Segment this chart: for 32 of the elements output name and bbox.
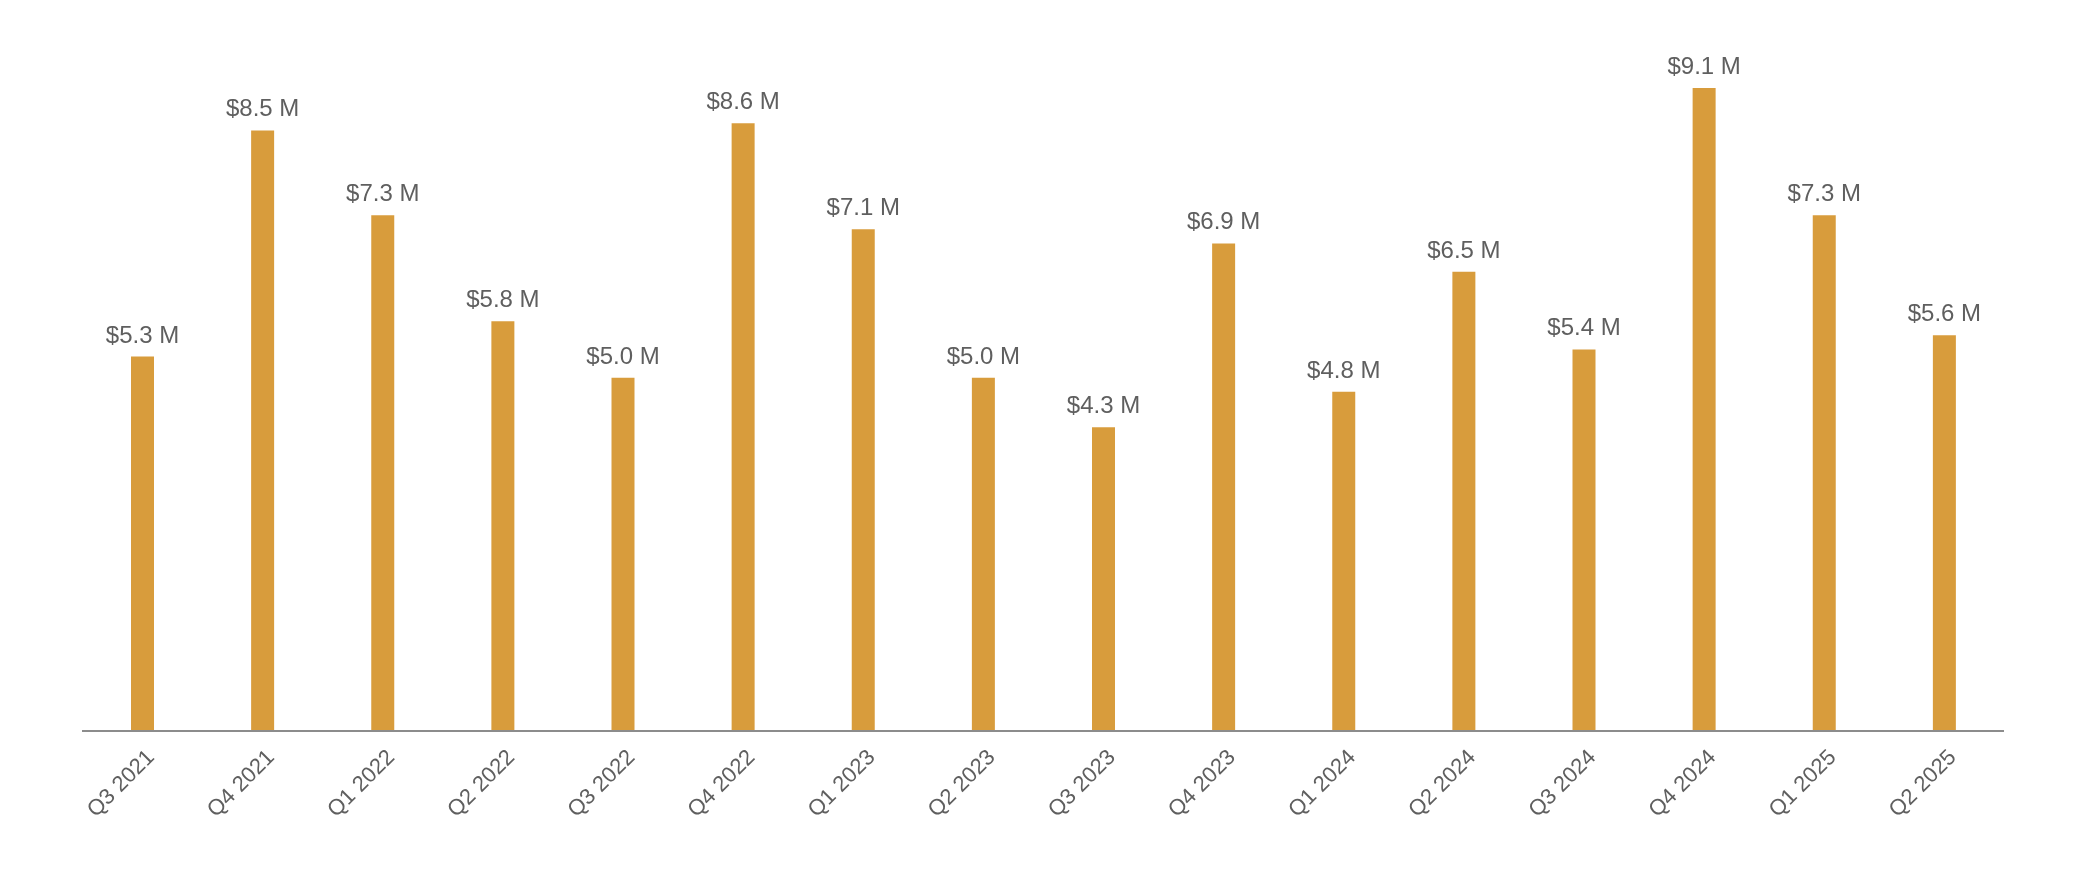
- data-label: $5.4 M: [1547, 313, 1621, 341]
- bar: [1452, 271, 1476, 731]
- data-label: $5.8 M: [466, 285, 540, 313]
- bar: [131, 356, 154, 731]
- bar: [491, 321, 515, 731]
- bar: [971, 377, 995, 731]
- data-label: $6.9 M: [1186, 207, 1261, 235]
- data-label: $8.5 M: [225, 94, 300, 122]
- data-label: $5.0 M: [946, 341, 1021, 369]
- bar: [611, 377, 635, 731]
- data-label: $7.3 M: [1787, 179, 1861, 207]
- bar: [1932, 335, 1956, 731]
- bar: [1572, 349, 1596, 731]
- bar: [1332, 391, 1356, 731]
- bar: [1212, 243, 1236, 731]
- bar: [371, 215, 395, 731]
- bar: [1692, 88, 1716, 731]
- bar: [1092, 427, 1115, 731]
- bar: [251, 130, 275, 731]
- data-label: $7.1 M: [826, 193, 900, 221]
- data-label: $5.3 M: [105, 320, 180, 348]
- bar: [1812, 215, 1836, 731]
- data-label: $7.3 M: [346, 179, 420, 207]
- data-label: $8.6 M: [706, 87, 780, 115]
- bar: [731, 123, 755, 731]
- data-label: $4.3 M: [1066, 391, 1141, 419]
- data-label: $5.0 M: [586, 341, 660, 369]
- data-label: $6.5 M: [1427, 235, 1501, 263]
- data-label: $5.6 M: [1907, 299, 1982, 327]
- data-label: $9.1 M: [1667, 52, 1741, 79]
- data-label: $4.8 M: [1307, 355, 1381, 383]
- bar: [851, 229, 875, 731]
